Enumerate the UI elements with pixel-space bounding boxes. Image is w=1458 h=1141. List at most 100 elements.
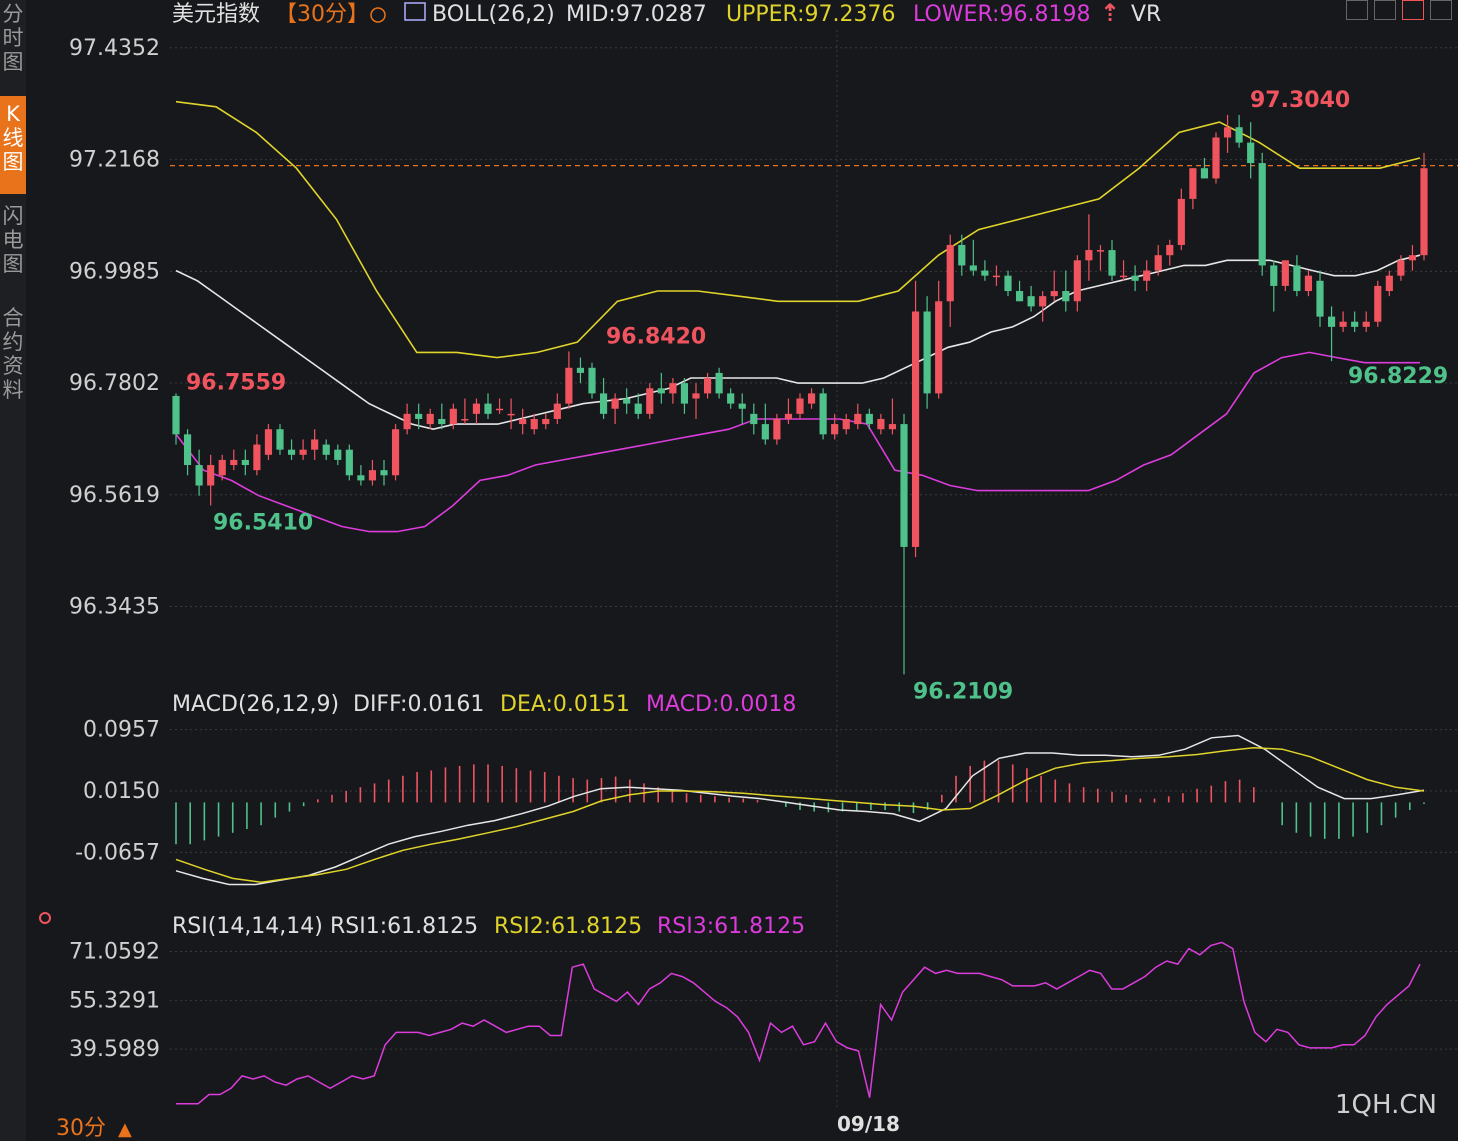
candle-body xyxy=(588,367,596,394)
candle-body xyxy=(969,265,977,271)
candle-body xyxy=(992,275,1001,278)
crosshair-icon[interactable] xyxy=(1346,0,1368,20)
candle-body xyxy=(195,465,203,486)
rsi-y-tick-label: 71.0592 xyxy=(69,940,160,965)
date-axis-label: 09/18 xyxy=(837,1112,900,1136)
macd-macd-value: MACD:0.0018 xyxy=(646,692,796,717)
candle-body xyxy=(1050,291,1058,297)
boll-upper-line xyxy=(175,100,1421,359)
candle-body xyxy=(334,449,342,460)
candle-body xyxy=(981,270,989,276)
rsi-line xyxy=(176,941,1421,1105)
y-tick-label: 97.2168 xyxy=(69,148,160,173)
candle-body xyxy=(415,413,423,419)
left-sidebar: 分时图 K线图 闪电图 合约资料 xyxy=(0,0,26,1141)
y-tick-label: 96.9985 xyxy=(69,259,160,284)
candle-body xyxy=(287,449,296,455)
candle-body xyxy=(391,429,400,476)
y-tick-label: 96.3435 xyxy=(69,595,160,620)
tab-flash-chart[interactable]: 闪电图 xyxy=(2,204,24,276)
candle-body xyxy=(935,301,943,394)
arrow-up-icon: ⇡ xyxy=(1100,0,1120,27)
price-annotation: 97.3040 xyxy=(1250,88,1350,113)
candle-body xyxy=(218,459,226,476)
candle-body xyxy=(1004,275,1012,292)
candle-body xyxy=(1351,321,1359,327)
candle-body xyxy=(253,444,261,471)
candle-body xyxy=(831,424,839,435)
candle-body xyxy=(472,403,481,414)
candle-body xyxy=(657,388,665,394)
candle-body xyxy=(923,311,931,394)
settings-circle-icon xyxy=(370,7,386,23)
candle-body xyxy=(1212,137,1220,179)
candle-body xyxy=(565,367,573,404)
candle-body xyxy=(1096,250,1105,252)
tab-kline[interactable]: K线图 xyxy=(0,96,26,194)
candle-body xyxy=(680,383,689,404)
macd-diff-value: DIFF:0.0161 xyxy=(353,692,484,717)
candle-body xyxy=(1270,265,1278,286)
candle-body xyxy=(888,424,897,430)
layout-icon[interactable] xyxy=(1374,0,1396,20)
candle-body xyxy=(542,418,550,425)
y-tick-label: 97.4352 xyxy=(69,36,160,61)
indicator-icon xyxy=(404,2,426,21)
candle-body xyxy=(669,383,677,394)
boll-mid-value: MID:97.0287 xyxy=(566,2,707,27)
candle-body xyxy=(345,449,353,476)
candle-body xyxy=(276,429,284,450)
period-footer: 30分 xyxy=(56,1116,106,1141)
price-annotation: 96.8420 xyxy=(606,324,706,349)
watermark: 1QH.CN xyxy=(1335,1090,1437,1120)
candle-body xyxy=(773,418,781,440)
candle-body xyxy=(1154,255,1162,271)
candle-body xyxy=(530,418,538,430)
rsi3-value: RSI3:61.8125 xyxy=(657,914,805,939)
candle-body xyxy=(1200,168,1209,179)
candle-body xyxy=(230,459,238,466)
candle-body xyxy=(599,393,608,414)
candle-body xyxy=(264,429,273,455)
y-tick-label: 96.5619 xyxy=(69,483,160,508)
candle-body xyxy=(1143,270,1151,281)
candle-body xyxy=(1039,296,1047,307)
candle-body xyxy=(299,449,307,455)
candle-body xyxy=(634,403,642,414)
boll-lower-value: LOWER:96.8198 xyxy=(913,2,1090,27)
period-toggle-icon: ▲ xyxy=(118,1119,132,1140)
instrument-title: 美元指数 xyxy=(172,2,260,27)
candle-body xyxy=(958,244,966,266)
vr-label: VR xyxy=(1131,2,1161,27)
candle-body xyxy=(1223,127,1232,138)
candle-body xyxy=(1073,260,1081,302)
candle-body xyxy=(819,393,827,435)
price-annotation: 96.7559 xyxy=(186,370,286,395)
candle-body xyxy=(1258,163,1266,266)
candle-body xyxy=(623,398,631,404)
y-tick-label: 96.7802 xyxy=(69,371,160,396)
candle-body xyxy=(1293,265,1301,292)
fullscreen-icon[interactable] xyxy=(1402,0,1424,20)
candle-body xyxy=(1339,321,1347,327)
more-icon[interactable] xyxy=(1430,0,1452,20)
macd-y-tick-label: 0.0150 xyxy=(83,779,160,804)
candle-body xyxy=(796,398,804,414)
candle-body xyxy=(703,378,712,394)
tab-contract-info[interactable]: 合约资料 xyxy=(2,306,24,402)
candle-body xyxy=(784,413,793,419)
candle-body xyxy=(715,372,723,394)
candle-body xyxy=(854,413,862,425)
candle-body xyxy=(172,395,180,435)
tab-timeshare[interactable]: 分时图 xyxy=(2,2,24,74)
candle-body xyxy=(507,413,515,416)
candle-body xyxy=(877,418,885,430)
candle-body xyxy=(403,413,411,430)
candle-body xyxy=(438,418,446,425)
macd-y-tick-label: 0.0957 xyxy=(83,718,160,743)
candle-body xyxy=(1374,285,1382,322)
candle-body xyxy=(1015,291,1024,302)
candle-body xyxy=(1385,275,1393,292)
candle-body xyxy=(241,459,249,466)
